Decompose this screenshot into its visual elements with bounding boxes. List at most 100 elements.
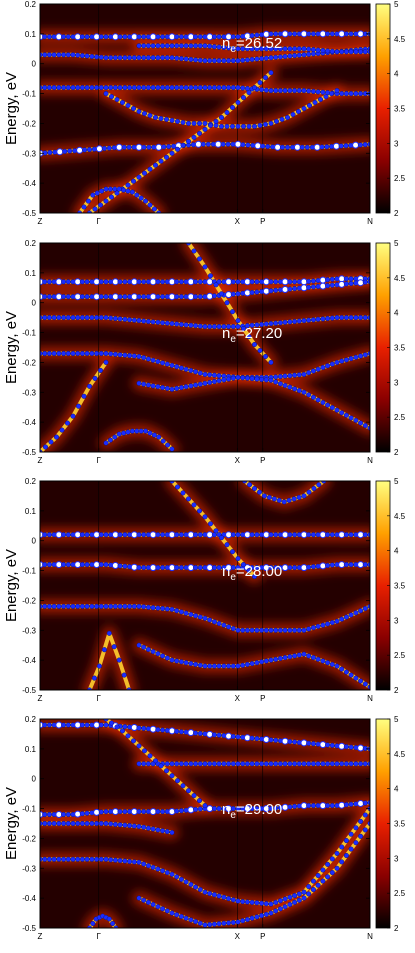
band-point bbox=[301, 371, 307, 377]
band-point bbox=[353, 675, 359, 681]
band-point bbox=[338, 143, 344, 149]
band-point bbox=[61, 603, 67, 609]
band-point bbox=[362, 352, 368, 358]
band-point bbox=[141, 170, 148, 176]
band-point bbox=[246, 90, 252, 96]
band-point bbox=[51, 52, 57, 58]
band-point bbox=[282, 904, 288, 910]
band-point bbox=[262, 353, 269, 360]
band-point bbox=[116, 431, 122, 437]
band-point bbox=[281, 499, 287, 505]
band-point bbox=[300, 278, 308, 286]
band-point bbox=[178, 56, 184, 62]
band-point bbox=[348, 415, 354, 421]
band-point bbox=[79, 279, 85, 285]
band-point bbox=[56, 52, 62, 58]
band-point bbox=[273, 54, 279, 60]
band-point bbox=[98, 34, 104, 40]
band-point bbox=[42, 52, 48, 58]
band-point bbox=[221, 622, 227, 628]
band-point bbox=[230, 85, 236, 91]
band-point bbox=[339, 761, 345, 767]
band-point bbox=[84, 34, 90, 40]
band-point bbox=[51, 820, 57, 827]
band-point bbox=[334, 407, 340, 413]
band-point bbox=[46, 722, 52, 728]
band-point bbox=[310, 532, 316, 538]
band-point bbox=[235, 556, 241, 562]
band-point bbox=[256, 489, 263, 495]
band-point bbox=[281, 803, 289, 811]
band-point bbox=[300, 30, 308, 38]
band-point bbox=[357, 800, 365, 807]
band-point bbox=[86, 925, 93, 928]
band-point bbox=[155, 319, 161, 325]
band-point bbox=[367, 800, 370, 806]
band-point bbox=[262, 531, 270, 539]
band-point bbox=[46, 85, 52, 91]
band-point bbox=[315, 882, 321, 888]
band-point bbox=[193, 57, 199, 63]
band-point bbox=[122, 294, 128, 300]
band-point bbox=[150, 864, 156, 870]
band-point bbox=[348, 49, 354, 55]
band-point bbox=[315, 397, 321, 403]
band-point bbox=[178, 85, 184, 91]
band-point bbox=[251, 341, 258, 348]
band-point bbox=[174, 532, 180, 538]
band-point bbox=[257, 347, 263, 354]
band-point bbox=[348, 846, 354, 852]
band-point bbox=[185, 243, 192, 246]
band-point bbox=[367, 49, 370, 55]
band-point bbox=[65, 562, 71, 568]
y-tick-label: -0.5 bbox=[22, 209, 36, 218]
x-kpoint-label: Z bbox=[38, 217, 43, 226]
band-point bbox=[295, 108, 302, 115]
band-point bbox=[310, 625, 316, 631]
band-point bbox=[136, 380, 142, 386]
band-point bbox=[339, 616, 345, 622]
band-point bbox=[86, 147, 93, 153]
band-point bbox=[84, 820, 90, 827]
band-point bbox=[122, 809, 128, 815]
band-point bbox=[180, 783, 186, 789]
panel-1: 0.2 0.1 0 -0.1 -0.2 -0.3 -0.4 -0.5Z Γ X P N Energy, … bbox=[3, 0, 406, 226]
band-point bbox=[334, 88, 340, 94]
band-point bbox=[107, 437, 113, 443]
band-point bbox=[108, 315, 114, 321]
band-point bbox=[301, 389, 307, 395]
band-point bbox=[56, 603, 62, 609]
band-point bbox=[202, 889, 208, 895]
band-point bbox=[89, 315, 95, 321]
band-point bbox=[178, 659, 184, 665]
band-point bbox=[312, 99, 318, 106]
band-point bbox=[116, 657, 122, 663]
band-point bbox=[343, 532, 349, 538]
band-point bbox=[197, 920, 203, 926]
band-point bbox=[136, 85, 142, 91]
band-point bbox=[306, 88, 312, 94]
band-point bbox=[76, 146, 84, 154]
band-point bbox=[306, 532, 312, 538]
band-point bbox=[117, 858, 123, 864]
band-point bbox=[263, 627, 269, 633]
band-point bbox=[259, 56, 265, 62]
band-point bbox=[273, 88, 279, 94]
band-point bbox=[287, 286, 293, 292]
band-point bbox=[202, 43, 208, 49]
band-point bbox=[325, 31, 331, 37]
band-point bbox=[55, 561, 63, 569]
band-point bbox=[117, 532, 123, 538]
band-point bbox=[149, 33, 157, 41]
band-point bbox=[310, 278, 316, 284]
band-point bbox=[145, 356, 151, 362]
band-point bbox=[221, 761, 227, 767]
band-point bbox=[254, 532, 260, 538]
band-point bbox=[42, 444, 49, 450]
band-point bbox=[131, 603, 137, 609]
band-point bbox=[287, 279, 293, 285]
band-point bbox=[230, 58, 236, 64]
band-point bbox=[187, 33, 195, 41]
band-point bbox=[155, 294, 161, 300]
band-point bbox=[310, 761, 316, 767]
